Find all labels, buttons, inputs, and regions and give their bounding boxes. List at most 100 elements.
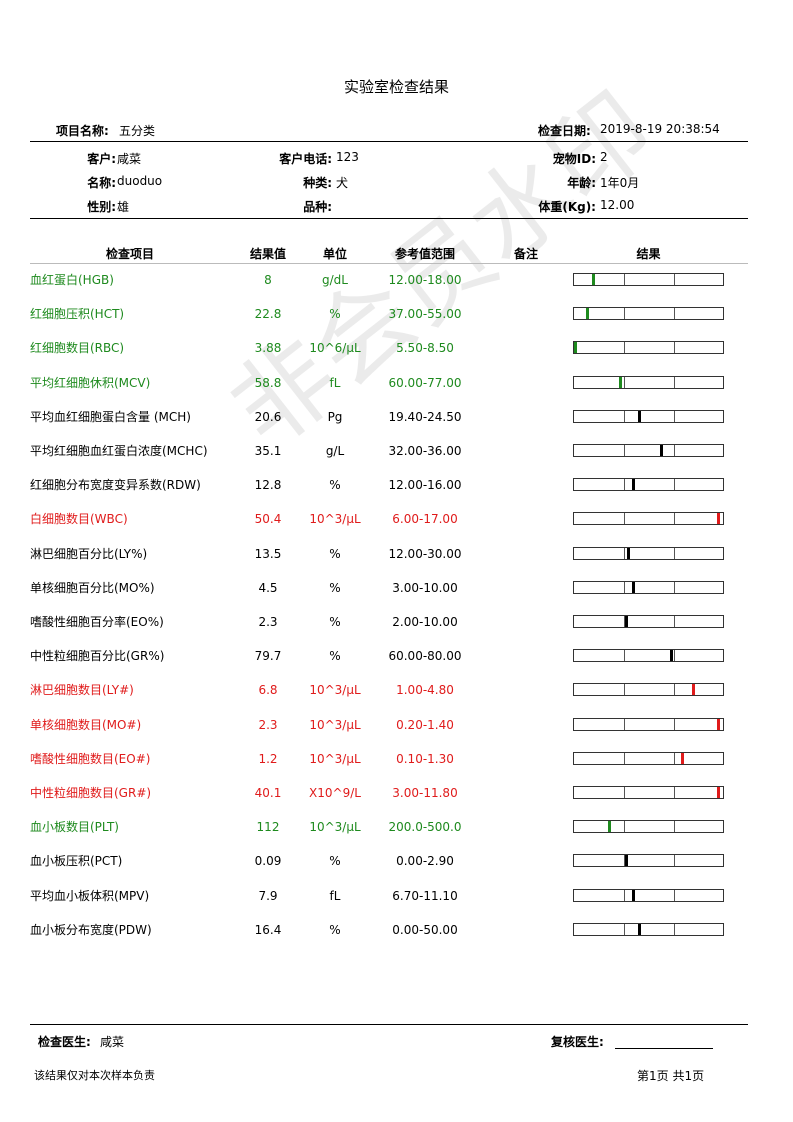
species-value: 犬 bbox=[336, 176, 349, 190]
test-name: 平均红细胞休积(MCV) bbox=[30, 375, 151, 390]
reference-range: 19.40-24.50 bbox=[388, 409, 462, 424]
test-name: 血小板压积(PCT) bbox=[30, 854, 123, 869]
bar-divider bbox=[674, 855, 675, 867]
result-bar bbox=[573, 717, 724, 731]
result-value: 2.3 bbox=[258, 615, 278, 629]
unit-value: 10^3/μL bbox=[309, 512, 361, 527]
result-marker bbox=[586, 308, 589, 320]
result-value: 0.09 bbox=[254, 854, 282, 869]
result-marker bbox=[638, 923, 641, 935]
bar-divider bbox=[674, 684, 675, 696]
test-name: 中性粒细胞百分比(GR%) bbox=[30, 649, 165, 664]
reviewer-signature-line bbox=[615, 1048, 713, 1049]
test-name: 平均血小板体积(MPV) bbox=[30, 888, 150, 903]
column-header-rule bbox=[30, 263, 748, 264]
result-value: 1.2 bbox=[258, 751, 278, 766]
table-row: 单核细胞数目(MO#) 2.3 10^3/μL 0.20-1.40 bbox=[0, 715, 793, 735]
result-value: 22.8 bbox=[254, 307, 282, 322]
unit-value: 10^3/μL bbox=[309, 683, 361, 698]
result-bar bbox=[573, 375, 724, 389]
result-value: 79.7 bbox=[254, 649, 282, 664]
test-name: 嗜酸性细胞数目(EO#) bbox=[30, 751, 151, 766]
test-name: 淋巴细胞百分比(LY%) bbox=[30, 546, 148, 561]
col-result: 结果值 bbox=[249, 247, 286, 261]
reference-range: 6.70-11.10 bbox=[392, 888, 458, 903]
result-bar bbox=[573, 683, 724, 697]
bar-divider bbox=[674, 376, 675, 388]
result-marker bbox=[619, 376, 622, 388]
result-bar bbox=[573, 273, 724, 286]
bar-divider bbox=[624, 547, 625, 559]
result-bar bbox=[573, 751, 724, 765]
weight-label: 体重(Kg): bbox=[538, 200, 596, 214]
reference-range: 3.00-11.80 bbox=[392, 786, 458, 800]
reference-range: 0.20-1.40 bbox=[396, 717, 454, 732]
table-row: 红细胞数目(RBC) 3.88 10^6/μL 5.50-8.50 bbox=[0, 338, 793, 358]
bar-divider bbox=[624, 410, 625, 422]
reviewer-label: 复核医生: bbox=[551, 1035, 604, 1049]
reference-range: 12.00-30.00 bbox=[388, 546, 462, 561]
unit-value: 10^3/μL bbox=[309, 820, 361, 835]
table-row: 淋巴细胞数目(LY#) 6.8 10^3/μL 1.00-4.80 bbox=[0, 680, 793, 700]
bar-divider bbox=[624, 513, 625, 525]
result-marker bbox=[660, 445, 663, 456]
result-marker bbox=[681, 752, 684, 764]
bar-divider bbox=[624, 787, 625, 798]
result-bar bbox=[573, 341, 724, 355]
bar-divider bbox=[624, 479, 625, 491]
result-bar bbox=[573, 409, 724, 423]
test-name: 红细胞分布宽度变异系数(RDW) bbox=[30, 478, 201, 493]
age-value: 1年0月 bbox=[600, 176, 640, 190]
bar-divider bbox=[624, 650, 625, 662]
reference-range: 200.0-500.0 bbox=[388, 820, 462, 835]
result-bar bbox=[573, 786, 724, 799]
test-name: 嗜酸性细胞百分率(EO%) bbox=[30, 615, 164, 629]
result-value: 16.4 bbox=[254, 922, 282, 937]
result-bar bbox=[573, 854, 724, 868]
result-value: 6.8 bbox=[258, 683, 278, 698]
date-value: 2019-8-19 20:38:54 bbox=[600, 122, 720, 136]
project-label: 项目名称: bbox=[56, 124, 109, 138]
disclaimer: 该结果仅对本次样本负责 bbox=[34, 1069, 155, 1082]
result-bar bbox=[573, 307, 724, 321]
result-value: 12.8 bbox=[254, 478, 282, 493]
sex-label: 性别: bbox=[87, 200, 116, 214]
species-label: 种类: bbox=[303, 176, 332, 190]
test-name: 血小板分布宽度(PDW) bbox=[30, 922, 152, 937]
result-value: 35.1 bbox=[254, 444, 282, 458]
result-marker bbox=[638, 410, 641, 422]
name-value: duoduo bbox=[117, 174, 163, 188]
test-name: 血红蛋白(HGB) bbox=[30, 273, 114, 287]
bar-divider bbox=[674, 650, 675, 662]
table-row: 白细胞数目(WBC) 50.4 10^3/μL 6.00-17.00 bbox=[0, 509, 793, 529]
col-bar: 结果 bbox=[636, 247, 661, 261]
table-row: 红细胞压积(HCT) 22.8% 37.00-55.00 bbox=[0, 304, 793, 324]
bar-divider bbox=[624, 308, 625, 320]
unit-value: % bbox=[329, 546, 341, 561]
result-value: 3.88 bbox=[254, 341, 282, 356]
reference-range: 12.00-16.00 bbox=[388, 478, 462, 493]
test-name: 白细胞数目(WBC) bbox=[30, 512, 128, 527]
bar-divider bbox=[674, 410, 675, 422]
result-bar bbox=[573, 478, 724, 492]
unit-value: % bbox=[329, 580, 341, 595]
result-marker bbox=[670, 650, 673, 662]
bar-divider bbox=[624, 684, 625, 696]
reference-range: 60.00-77.00 bbox=[388, 375, 462, 390]
bar-divider bbox=[624, 376, 625, 388]
test-name: 平均血红细胞蛋白含量 (MCH) bbox=[30, 409, 191, 424]
col-ref: 参考值范围 bbox=[394, 247, 455, 261]
result-value: 4.5 bbox=[258, 580, 278, 595]
test-name: 平均红细胞血红蛋白浓度(MCHC) bbox=[30, 444, 208, 458]
table-row: 平均红细胞血红蛋白浓度(MCHC) 35.1 g/L 32.00-36.00 bbox=[0, 441, 793, 461]
bar-divider bbox=[624, 274, 625, 285]
petid-label: 宠物ID: bbox=[552, 152, 596, 166]
unit-value: fL bbox=[329, 375, 341, 390]
result-bar bbox=[573, 888, 724, 902]
result-bar bbox=[573, 444, 724, 457]
bar-divider bbox=[674, 581, 675, 593]
page-title: 实验室检查结果 bbox=[343, 78, 449, 96]
reference-range: 1.00-4.80 bbox=[396, 683, 454, 698]
col-item: 检查项目 bbox=[105, 247, 154, 261]
bar-divider bbox=[674, 513, 675, 525]
